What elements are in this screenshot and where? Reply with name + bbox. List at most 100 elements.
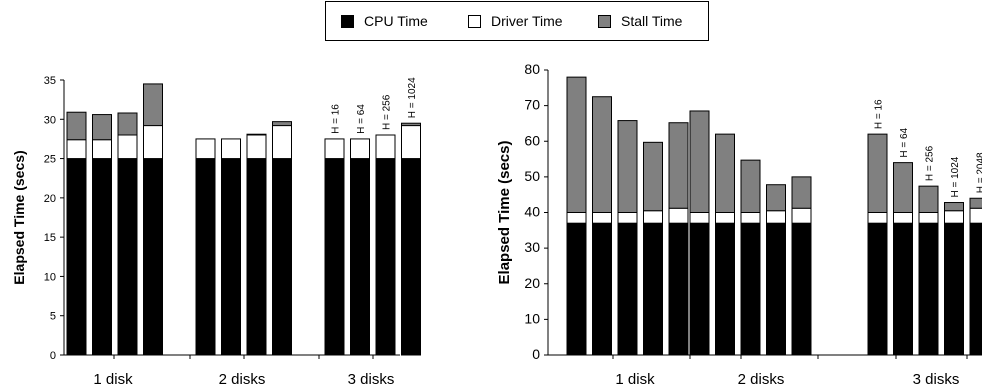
bar-driver: [272, 125, 292, 160]
group-label: 3 disks: [913, 371, 960, 388]
bar-annotation: H = 64: [356, 104, 367, 134]
bar-annotation: H = 16: [331, 104, 342, 134]
bar-driver: [668, 207, 689, 224]
bar-cpu: [117, 158, 138, 356]
bar-stall: [92, 114, 112, 141]
legend-swatch-cpu: [341, 14, 354, 28]
y-axis-label: Elapsed Time (secs): [11, 150, 27, 284]
legend-item-driver: Driver Time: [468, 13, 563, 29]
bar-cpu: [195, 158, 216, 356]
bar-driver: [143, 125, 163, 160]
bar-cpu: [766, 222, 786, 356]
bar-stall: [117, 112, 138, 136]
y-tick-label: 10: [524, 310, 540, 326]
group-label: 3 disks: [348, 371, 395, 388]
bar-cpu: [592, 222, 612, 356]
bar-cpu: [969, 222, 982, 356]
bar-driver: [324, 138, 345, 160]
y-tick-label: 20: [44, 193, 56, 205]
bar-cpu: [66, 158, 87, 356]
legend-swatch-driver: [468, 14, 481, 28]
legend-label-stall: Stall Time: [621, 13, 683, 29]
bar-stall: [740, 159, 761, 214]
bar-driver: [66, 139, 87, 160]
bar-driver: [766, 210, 786, 224]
y-tick-label: 10: [44, 271, 56, 283]
y-tick-label: 0: [50, 350, 56, 362]
bar-stall: [944, 202, 964, 212]
bar-driver: [117, 134, 138, 160]
bar-cpu: [375, 158, 396, 356]
bar-annotation: H = 256: [925, 145, 936, 181]
bar-driver: [715, 212, 735, 224]
bar-driver: [246, 134, 267, 160]
legend-item-cpu: CPU Time: [341, 13, 428, 29]
bar-cpu: [643, 222, 663, 356]
y-axis-label: Elapsed Time (secs): [496, 141, 513, 285]
bar-stall: [401, 122, 421, 127]
bar-annotation: H = 2048: [976, 152, 982, 193]
chart-1: 0 10 20 30 40 50 60 70 80 Elapsed Time (secs) 1 di…: [496, 61, 982, 388]
y-tick-label: 30: [44, 114, 56, 126]
bar-driver: [566, 212, 587, 224]
bar-stall: [689, 110, 710, 213]
bar-stall: [566, 76, 587, 213]
bar-cpu: [944, 222, 964, 356]
bar-cpu: [92, 158, 112, 356]
bar-stall: [66, 111, 87, 141]
bar-driver: [375, 134, 396, 160]
bar-driver: [689, 212, 710, 224]
bar-stall: [246, 133, 267, 136]
bar-stall: [766, 184, 786, 212]
bar-stall: [791, 176, 812, 209]
group-label: 1 disk: [615, 371, 655, 388]
bar-annotation: H = 1024: [950, 156, 961, 197]
bar-stall: [272, 121, 292, 127]
bar-stall: [867, 133, 888, 213]
chart-0: 0 5 10 15 20 25 30 35 Elapsed Time (secs) 1 disk 2…: [11, 75, 421, 388]
bar-cpu: [272, 158, 292, 356]
group-label: 2 disks: [738, 371, 785, 388]
bar-stall: [969, 197, 982, 209]
bar-driver: [918, 212, 939, 224]
bar-cpu: [791, 222, 812, 356]
y-tick-label: 5: [50, 311, 56, 323]
legend-label-driver: Driver Time: [491, 13, 563, 29]
bar-cpu: [918, 222, 939, 356]
y-tick-label: 30: [524, 239, 540, 255]
y-tick-label: 15: [44, 232, 56, 244]
bar-stall: [617, 120, 638, 213]
legend-label-cpu: CPU Time: [364, 13, 428, 29]
bar-annotation: H = 1024: [407, 77, 418, 118]
bar-stall: [592, 96, 612, 213]
bar-cpu: [350, 158, 370, 356]
bar-driver: [92, 139, 112, 160]
bar-cpu: [715, 222, 735, 356]
bar-stall: [893, 162, 913, 213]
bar-cpu: [401, 158, 421, 356]
legend-item-stall: Stall Time: [598, 13, 682, 29]
group-label: 1 disk: [93, 371, 133, 388]
y-tick-label: 25: [44, 154, 56, 166]
bar-stall: [668, 122, 689, 209]
bar-driver: [195, 138, 216, 160]
bar-driver: [617, 212, 638, 224]
bar-driver: [740, 212, 761, 224]
bar-driver: [969, 207, 982, 224]
y-tick-label: 70: [524, 97, 540, 113]
bar-annotation: H = 64: [899, 127, 910, 157]
bar-stall: [715, 133, 735, 213]
y-tick-label: 40: [524, 204, 540, 220]
legend: CPU Time Driver Time Stall Time: [325, 1, 709, 41]
bar-cpu: [143, 158, 163, 356]
bar-annotation: H = 16: [874, 99, 885, 129]
bar-cpu: [867, 222, 888, 356]
bar-driver: [867, 212, 888, 224]
bar-cpu: [689, 222, 710, 356]
y-tick-label: 0: [532, 346, 540, 362]
bar-driver: [350, 138, 370, 160]
bar-driver: [791, 207, 812, 224]
bar-cpu: [324, 158, 345, 356]
